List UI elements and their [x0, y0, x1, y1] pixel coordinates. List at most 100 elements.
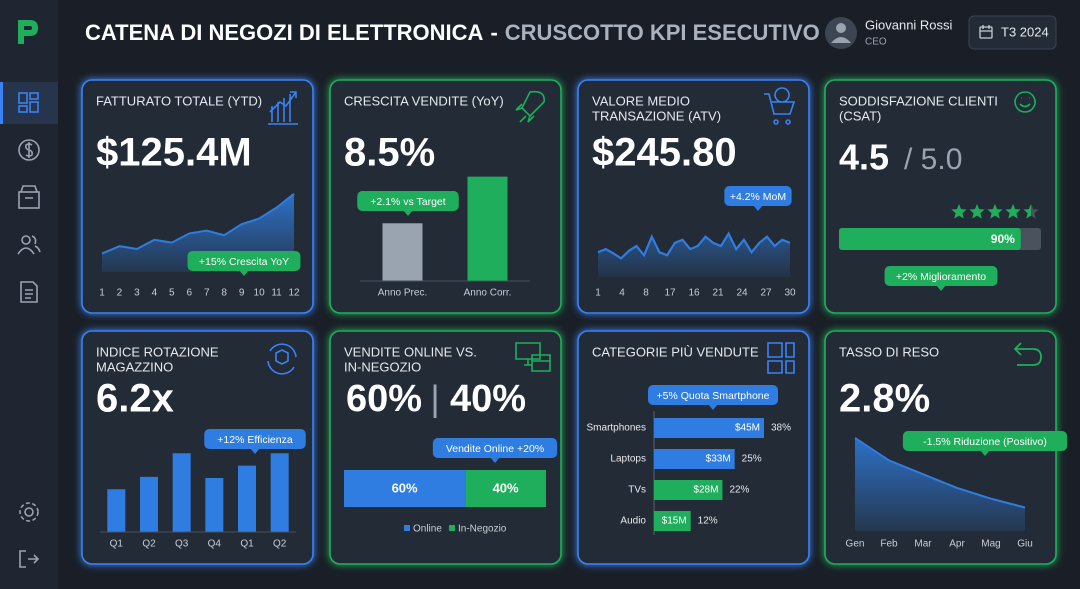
- card-bg: [824, 79, 1057, 314]
- bar: [654, 449, 735, 469]
- badge-text: -1.5% Riduzione (Positivo): [923, 436, 1047, 448]
- nav-dashboard[interactable]: [18, 92, 39, 113]
- kpi-value: $245.80: [592, 131, 737, 175]
- header-title: CATENA DI NEGOZI DI ELETTRONICA: [85, 20, 484, 45]
- bar: [654, 418, 764, 438]
- card-title: MAGAZZINO: [96, 359, 173, 374]
- x-tick-label: Q3: [175, 539, 189, 550]
- badge-pointer: [403, 210, 413, 216]
- kpi-value: 8.5%: [344, 131, 435, 175]
- line: [597, 231, 791, 260]
- x-tick-label: Mar: [914, 539, 932, 550]
- icon: [764, 87, 796, 125]
- avatar-body: [831, 37, 851, 43]
- avatar-head: [836, 23, 846, 33]
- sidebar: [0, 0, 58, 589]
- area: [855, 437, 1025, 531]
- star: [1005, 204, 1021, 219]
- nav-store[interactable]: [18, 185, 40, 209]
- badge: [357, 191, 459, 211]
- card-title: SODDISFAZIONE CLIENTI: [839, 93, 998, 108]
- x-tick-label: 4: [152, 288, 158, 299]
- kpi-value: 40%: [450, 378, 526, 420]
- icon: [515, 90, 546, 123]
- x-tick-label: 4: [619, 288, 625, 299]
- stacked-segment: [344, 470, 466, 507]
- nav-reports[interactable]: [20, 281, 38, 303]
- logo-inner: [24, 26, 32, 30]
- user-role: CEO: [865, 37, 887, 48]
- badge-text: +2.1% vs Target: [370, 196, 445, 208]
- x-tick-label: 5: [169, 288, 175, 299]
- x-tick-label: Q4: [208, 539, 222, 550]
- value-label: $28M: [693, 485, 718, 496]
- card-title: VALORE MEDIO: [592, 93, 690, 108]
- x-tick-label: 21: [712, 288, 724, 299]
- share-label: 38%: [771, 423, 791, 434]
- nav-logout[interactable]: [19, 550, 40, 568]
- header-separator: -: [490, 20, 497, 45]
- bar: [270, 453, 289, 532]
- icon: [767, 342, 795, 374]
- card-title: FATTURATO TOTALE (YTD): [96, 93, 262, 108]
- bar: [382, 223, 423, 281]
- kpi-value: 6.2x: [96, 377, 174, 421]
- header-subtitle: CRUSCOTTO KPI ESECUTIVO: [505, 20, 820, 45]
- badge-text: +4.2% MoM: [730, 191, 786, 203]
- badge-pointer: [936, 285, 946, 291]
- kpi-card: SODDISFAZIONE CLIENTI(CSAT) 4.5 / 5.0 90% +2…: [824, 79, 1057, 314]
- x-tick-label: 9: [239, 288, 245, 299]
- badge: [902, 431, 1068, 451]
- card-title: IN-NEGOZIO: [344, 359, 421, 374]
- bar: [654, 480, 723, 500]
- badge: [724, 186, 792, 206]
- card-bg: [577, 330, 810, 565]
- x-tick-label: 12: [288, 288, 300, 299]
- x-tick-label: Q1: [240, 539, 254, 550]
- badge-pointer: [250, 448, 260, 454]
- card-title: TASSO DI RESO: [839, 344, 939, 359]
- badge: [884, 266, 998, 286]
- bar: [467, 176, 508, 281]
- share-label: 22%: [729, 485, 749, 496]
- category-label: Smartphones: [587, 423, 646, 434]
- star: [987, 204, 1003, 219]
- user-name: Giovanni Rossi: [865, 17, 953, 32]
- icon: [267, 343, 297, 375]
- area-line: [854, 437, 1026, 509]
- card-title: CRESCITA VENDITE (YoY): [344, 93, 504, 108]
- x-tick-label: Mag: [981, 539, 1000, 550]
- nav-users[interactable]: [17, 235, 41, 255]
- badge-text: Vendite Online +20%: [446, 443, 544, 455]
- star: [969, 204, 985, 219]
- bar: [238, 465, 256, 532]
- x-tick-label: 17: [664, 288, 676, 299]
- nav-settings[interactable]: [19, 502, 39, 522]
- area-line: [101, 193, 295, 255]
- x-tick-label: 1: [595, 288, 601, 299]
- x-tick-label: Feb: [880, 539, 898, 550]
- kpi-value: 4.5: [839, 137, 889, 178]
- card-title: VENDITE ONLINE VS.: [344, 344, 477, 359]
- icon: [515, 342, 551, 372]
- x-tick-label: 16: [688, 288, 700, 299]
- nav-finance[interactable]: [18, 139, 40, 161]
- x-tick-label: Giu: [1017, 539, 1033, 550]
- x-tick-label: 8: [643, 288, 649, 299]
- share-label: 25%: [742, 454, 762, 465]
- value-label: $45M: [735, 423, 760, 434]
- category-label: Audio: [620, 516, 646, 527]
- period-box[interactable]: [968, 15, 1057, 50]
- kpi-max: / 5.0: [904, 143, 962, 176]
- x-tick-label: 8: [221, 288, 227, 299]
- x-tick-label: Apr: [949, 539, 965, 550]
- x-tick-label: 27: [760, 288, 772, 299]
- category-label: TVs: [628, 485, 646, 496]
- kpi-value: $125.4M: [96, 131, 252, 175]
- legend-label: Online: [413, 524, 442, 535]
